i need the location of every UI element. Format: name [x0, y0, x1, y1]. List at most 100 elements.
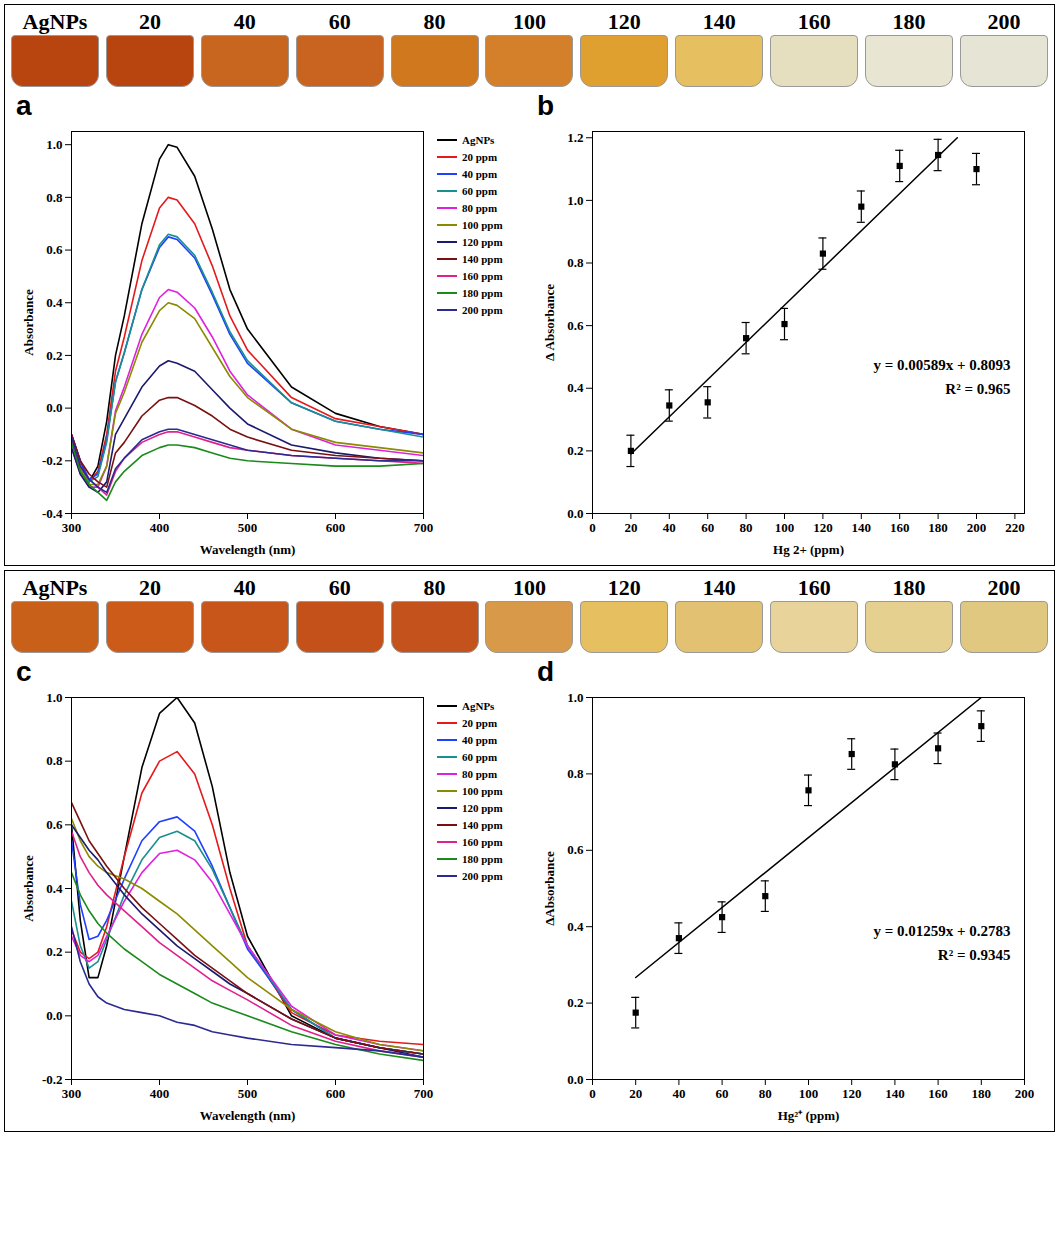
svg-text:0.0: 0.0	[567, 1072, 583, 1087]
html-text:c: c	[16, 656, 32, 687]
svg-text:400: 400	[150, 1086, 170, 1101]
svg-text:180: 180	[928, 520, 948, 535]
svg-text:700: 700	[414, 520, 434, 535]
svg-text:Hg²⁺ (ppm): Hg²⁺ (ppm)	[778, 1108, 840, 1123]
svg-text:0.0: 0.0	[46, 400, 62, 415]
svg-text:Absorbance: Absorbance	[21, 289, 36, 356]
svg-text:60: 60	[716, 1086, 729, 1101]
html-text:AgNPs: AgNPs	[462, 133, 495, 146]
html-text:120: 120	[607, 575, 641, 600]
html-text:60: 60	[328, 9, 351, 34]
svg-text:1.0: 1.0	[46, 690, 62, 705]
html-text:160: 160	[797, 575, 831, 600]
svg-text:300: 300	[62, 520, 82, 535]
svg-text:0.2: 0.2	[46, 348, 62, 363]
html-text:180: 180	[892, 575, 926, 600]
svg-text:0.4: 0.4	[46, 881, 63, 896]
html-text:100: 100	[513, 9, 546, 34]
svg-text:140: 140	[852, 520, 872, 535]
svg-text:600: 600	[326, 520, 346, 535]
svg-text:120: 120	[842, 1086, 862, 1101]
svg-text:200: 200	[967, 520, 987, 535]
svg-text:0.6: 0.6	[567, 318, 584, 333]
svg-text:100: 100	[775, 520, 795, 535]
svg-text:Δ Absorbance: Δ Absorbance	[542, 284, 557, 361]
svg-text:600: 600	[326, 1086, 346, 1101]
svg-text:0.8: 0.8	[567, 255, 584, 270]
svg-text:160: 160	[890, 520, 910, 535]
svg-text:0.2: 0.2	[567, 443, 583, 458]
html-text:AgNPs: AgNPs	[22, 575, 88, 600]
svg-text:220: 220	[1005, 520, 1025, 535]
html-text:40: 40	[233, 575, 256, 600]
svg-text:80: 80	[759, 1086, 772, 1101]
svg-text:0: 0	[589, 1086, 596, 1101]
svg-text:0.6: 0.6	[567, 842, 584, 857]
svg-text:1.0: 1.0	[46, 137, 62, 152]
html-text:160: 160	[797, 9, 831, 34]
svg-text:1.0: 1.0	[567, 193, 583, 208]
html-text:80: 80	[423, 9, 446, 34]
svg-text:140: 140	[885, 1086, 905, 1101]
svg-text:1.0: 1.0	[567, 690, 583, 705]
svg-text:0.2: 0.2	[567, 995, 583, 1010]
svg-text:-0.2: -0.2	[42, 1072, 63, 1087]
svg-text:0.4: 0.4	[46, 295, 63, 310]
svg-text:0.8: 0.8	[567, 766, 584, 781]
html-text:80: 80	[423, 575, 446, 600]
svg-text:200: 200	[1015, 1086, 1035, 1101]
html-text:200: 200	[987, 575, 1021, 600]
svg-text:R² = 0.965: R² = 0.965	[945, 381, 1010, 397]
svg-text:180: 180	[972, 1086, 992, 1101]
svg-text:R² = 0.9345: R² = 0.9345	[938, 947, 1011, 963]
svg-text:700: 700	[414, 1086, 434, 1101]
svg-text:-0.2: -0.2	[42, 453, 63, 468]
svg-text:0.4: 0.4	[567, 919, 584, 934]
svg-text:Hg 2+ (ppm): Hg 2+ (ppm)	[773, 542, 844, 557]
svg-text:40: 40	[663, 520, 676, 535]
svg-text:400: 400	[150, 520, 170, 535]
html-text:60: 60	[328, 575, 351, 600]
svg-text:60: 60	[701, 520, 714, 535]
svg-text:ΔAbsorbance: ΔAbsorbance	[542, 851, 557, 926]
html-text:40: 40	[233, 9, 256, 34]
html-text:100: 100	[513, 575, 546, 600]
svg-text:Absorbance: Absorbance	[21, 855, 36, 922]
svg-text:20: 20	[624, 520, 637, 535]
svg-text:y = 0.00589x + 0.8093: y = 0.00589x + 0.8093	[873, 357, 1010, 373]
svg-text:Wavelength (nm): Wavelength (nm)	[200, 542, 296, 557]
svg-text:0.2: 0.2	[46, 944, 62, 959]
svg-text:120: 120	[813, 520, 833, 535]
html-text:20: 20	[138, 575, 161, 600]
svg-text:0.6: 0.6	[46, 817, 63, 832]
svg-text:0.8: 0.8	[46, 190, 63, 205]
svg-text:1.2: 1.2	[567, 130, 583, 145]
svg-text:80: 80	[740, 520, 753, 535]
html-text:d: d	[537, 656, 555, 687]
svg-text:40: 40	[672, 1086, 685, 1101]
html-text:120: 120	[607, 9, 641, 34]
html-text:140: 140	[702, 575, 736, 600]
svg-text:0: 0	[589, 520, 596, 535]
html-text:180: 180	[892, 9, 926, 34]
svg-text:500: 500	[238, 520, 258, 535]
html-text:140: 140	[702, 9, 736, 34]
svg-text:0.0: 0.0	[46, 1008, 62, 1023]
svg-text:0.6: 0.6	[46, 242, 63, 257]
html-text:AgNPs: AgNPs	[22, 9, 88, 34]
svg-text:160: 160	[928, 1086, 948, 1101]
svg-text:-0.4: -0.4	[42, 506, 63, 521]
svg-text:300: 300	[62, 1086, 82, 1101]
svg-text:0.0: 0.0	[567, 506, 583, 521]
svg-text:0.8: 0.8	[46, 753, 63, 768]
html-text:b: b	[537, 90, 555, 121]
svg-text:Wavelength (nm): Wavelength (nm)	[200, 1108, 296, 1123]
svg-text:y = 0.01259x + 0.2783: y = 0.01259x + 0.2783	[873, 923, 1010, 939]
html-text:a: a	[16, 90, 32, 121]
svg-text:500: 500	[238, 1086, 258, 1101]
svg-text:0.4: 0.4	[567, 380, 584, 395]
svg-text:100: 100	[799, 1086, 819, 1101]
html-text:20: 20	[138, 9, 161, 34]
svg-text:20: 20	[629, 1086, 642, 1101]
html-text:200: 200	[987, 9, 1021, 34]
